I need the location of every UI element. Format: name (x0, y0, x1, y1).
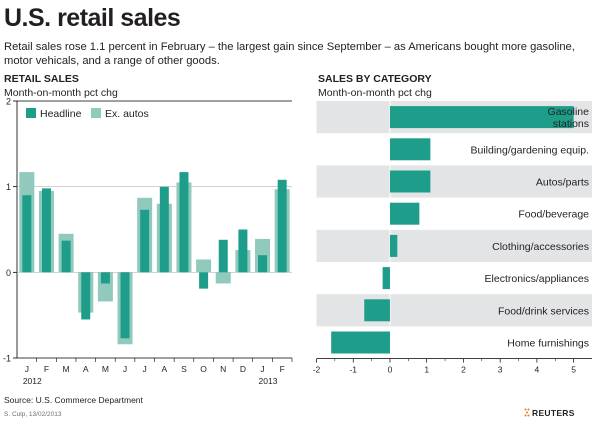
ex-autos-bar (215, 272, 231, 284)
category-label: Food/drink services (498, 305, 589, 317)
retail-sales-title: RETAIL SALES (4, 73, 79, 85)
category-x-tick-label: 5 (571, 365, 576, 375)
category-label: Clothing/accessories (492, 241, 589, 253)
category-row-band (316, 229, 592, 262)
category-label: Electronics/appliances (485, 273, 589, 285)
headline-bar (199, 272, 209, 289)
category-label: Home furnishings (507, 338, 589, 350)
headline-bar (277, 179, 287, 273)
credit-note: S. Culp, 13/02/2013 (4, 411, 62, 418)
legend-swatch-headline (26, 108, 36, 118)
category-label: Food/beverage (518, 209, 589, 221)
category-bar (364, 299, 390, 322)
year-label-2013: 2013 (259, 376, 278, 386)
category-bar (382, 267, 390, 290)
year-label-2012: 2012 (23, 376, 42, 386)
category-bar (389, 234, 398, 257)
category-row-band (316, 165, 592, 198)
category-bar (389, 202, 420, 225)
headline-bar (159, 186, 169, 273)
retail-x-tick-label: J (123, 364, 127, 374)
legend-label-headline: Headline (40, 108, 82, 120)
category-x-tick-label: -2 (313, 365, 321, 375)
headline-bar (140, 209, 150, 273)
retail-x-tick-label: J (143, 364, 147, 374)
category-subtitle: Month-on-month pct chg (318, 87, 432, 99)
reuters-logo: REUTERS (532, 408, 575, 418)
category-x-tick-label: 2 (461, 365, 466, 375)
retail-y-tick-label: -1 (3, 354, 11, 364)
retail-x-tick-label: J (260, 364, 264, 374)
retail-x-tick-label: J (25, 364, 29, 374)
retail-x-tick-label: F (44, 364, 49, 374)
retail-x-tick-label: F (280, 364, 285, 374)
category-bar (389, 138, 431, 161)
retail-y-tick-label: 1 (6, 182, 11, 192)
category-bar (389, 170, 431, 193)
headline-bar (258, 255, 268, 273)
headline-bar (218, 239, 228, 273)
legend-label-ex-autos: Ex. autos (105, 108, 149, 120)
page-subtitle: Retail sales rose 1.1 percent in Februar… (4, 41, 575, 67)
retail-x-tick-label: D (240, 364, 246, 374)
headline-bar (22, 195, 32, 273)
headline-bar (100, 272, 110, 284)
category-label: Gasoline (548, 106, 590, 118)
category-x-tick-label: 3 (498, 365, 503, 375)
retail-x-tick-label: A (161, 364, 167, 374)
retail-x-tick-label: A (83, 364, 89, 374)
category-x-tick-label: 4 (535, 365, 540, 375)
category-title: SALES BY CATEGORY (318, 73, 432, 85)
retail-x-tick-label: M (63, 364, 70, 374)
category-bar (389, 106, 574, 129)
page-title: U.S. retail sales (4, 4, 181, 32)
reuters-logo-icon (524, 408, 530, 417)
headline-bar (81, 272, 91, 320)
retail-y-tick-label: 0 (6, 268, 11, 278)
headline-bar (179, 172, 189, 273)
headline-bar (61, 240, 71, 273)
retail-y-tick-label: 2 (6, 97, 11, 107)
category-x-tick-label: 0 (388, 365, 393, 375)
legend-swatch-ex-autos (91, 108, 101, 118)
category-label: stations (553, 118, 589, 130)
retail-sales-subtitle: Month-on-month pct chg (4, 87, 118, 99)
retail-x-tick-label: O (200, 364, 207, 374)
category-x-tick-label: -1 (349, 365, 357, 375)
ex-autos-bar (196, 259, 212, 273)
category-label: Building/gardening equip. (470, 144, 589, 156)
category-row-band (316, 294, 592, 327)
retail-x-tick-label: M (102, 364, 109, 374)
retail-x-tick-label: N (220, 364, 226, 374)
category-bar (331, 331, 390, 354)
source-note: Source: U.S. Commerce Department (4, 395, 143, 405)
headline-bar (238, 229, 248, 273)
headline-bar (41, 188, 51, 273)
category-label: Autos/parts (536, 177, 589, 189)
retail-x-tick-label: S (181, 364, 187, 374)
headline-bar (120, 272, 130, 339)
category-x-tick-label: 1 (424, 365, 429, 375)
